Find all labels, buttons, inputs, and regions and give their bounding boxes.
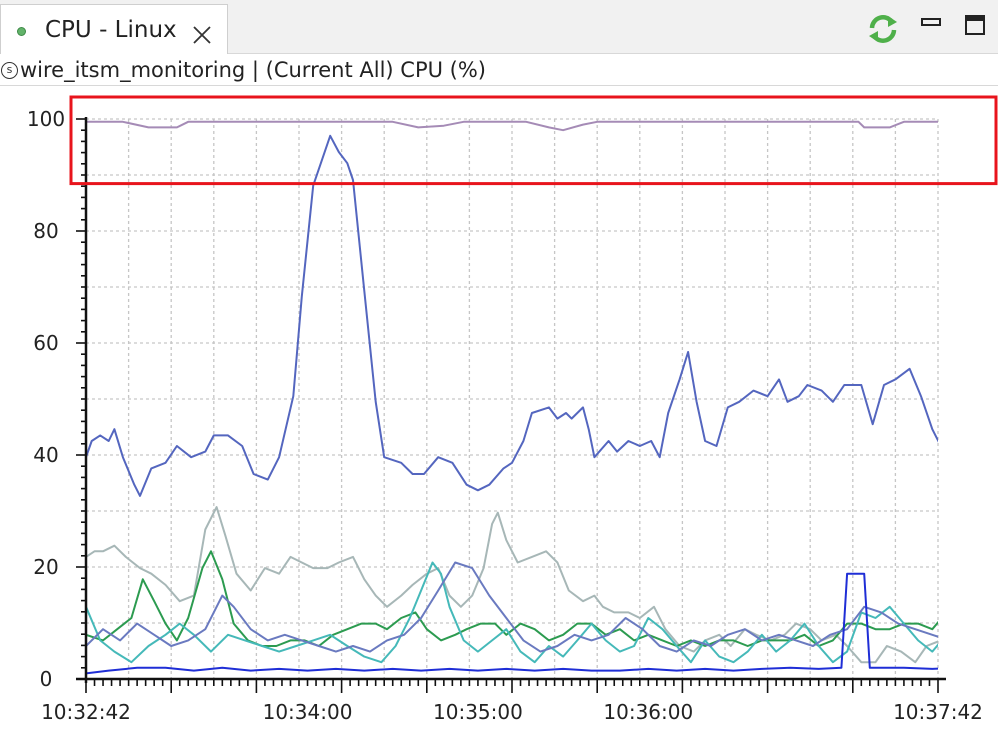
y-tick-label: 60: [33, 331, 58, 355]
series-line-7: [86, 572, 938, 675]
status-dot-icon: [17, 27, 26, 36]
y-tick-label: 100: [27, 107, 65, 131]
tab-label: CPU - Linux: [45, 17, 177, 43]
series-line-6: [86, 561, 938, 653]
maximize-icon[interactable]: [964, 14, 986, 36]
x-tick-label: 10:37:42: [893, 700, 983, 724]
axis-layer: [76, 117, 946, 693]
highlight-box: [69, 95, 998, 186]
y-tick-label: 20: [33, 555, 58, 579]
cpu-line-chart: 0 20 40 60 80 100 10:32:42 10:34:00 10:35:00 10:3…: [27, 95, 998, 724]
x-tick-label: 10:34:00: [263, 700, 353, 724]
x-tick-label: 10:36:00: [603, 700, 693, 724]
series-layer: [86, 120, 938, 675]
refresh-icon[interactable]: [866, 12, 900, 46]
tab-cpu-linux[interactable]: CPU - Linux: [0, 4, 228, 54]
series-line-2: [86, 134, 938, 497]
x-tick-label: 10:35:00: [433, 700, 523, 724]
series-line-4: [86, 550, 938, 647]
close-icon[interactable]: [191, 24, 213, 46]
y-tick-label: 80: [33, 219, 58, 243]
series-line-3: [86, 506, 938, 664]
chart-subtitle: wire_itsm_monitoring | (Current All) CPU…: [20, 58, 486, 82]
x-tick-label: 10:32:42: [41, 700, 131, 724]
y-tick-label: 40: [33, 443, 58, 467]
label-layer: 0 20 40 60 80 100 10:32:42 10:34:00 10:35:00 10:3…: [27, 107, 983, 724]
y-tick-label: 0: [40, 667, 53, 691]
server-status-icon: s: [1, 62, 18, 79]
grid-layer: [86, 118, 939, 679]
series-line-1: [86, 120, 938, 132]
chart-subtitle-bar: [0, 54, 998, 86]
minimize-icon[interactable]: [920, 14, 942, 36]
